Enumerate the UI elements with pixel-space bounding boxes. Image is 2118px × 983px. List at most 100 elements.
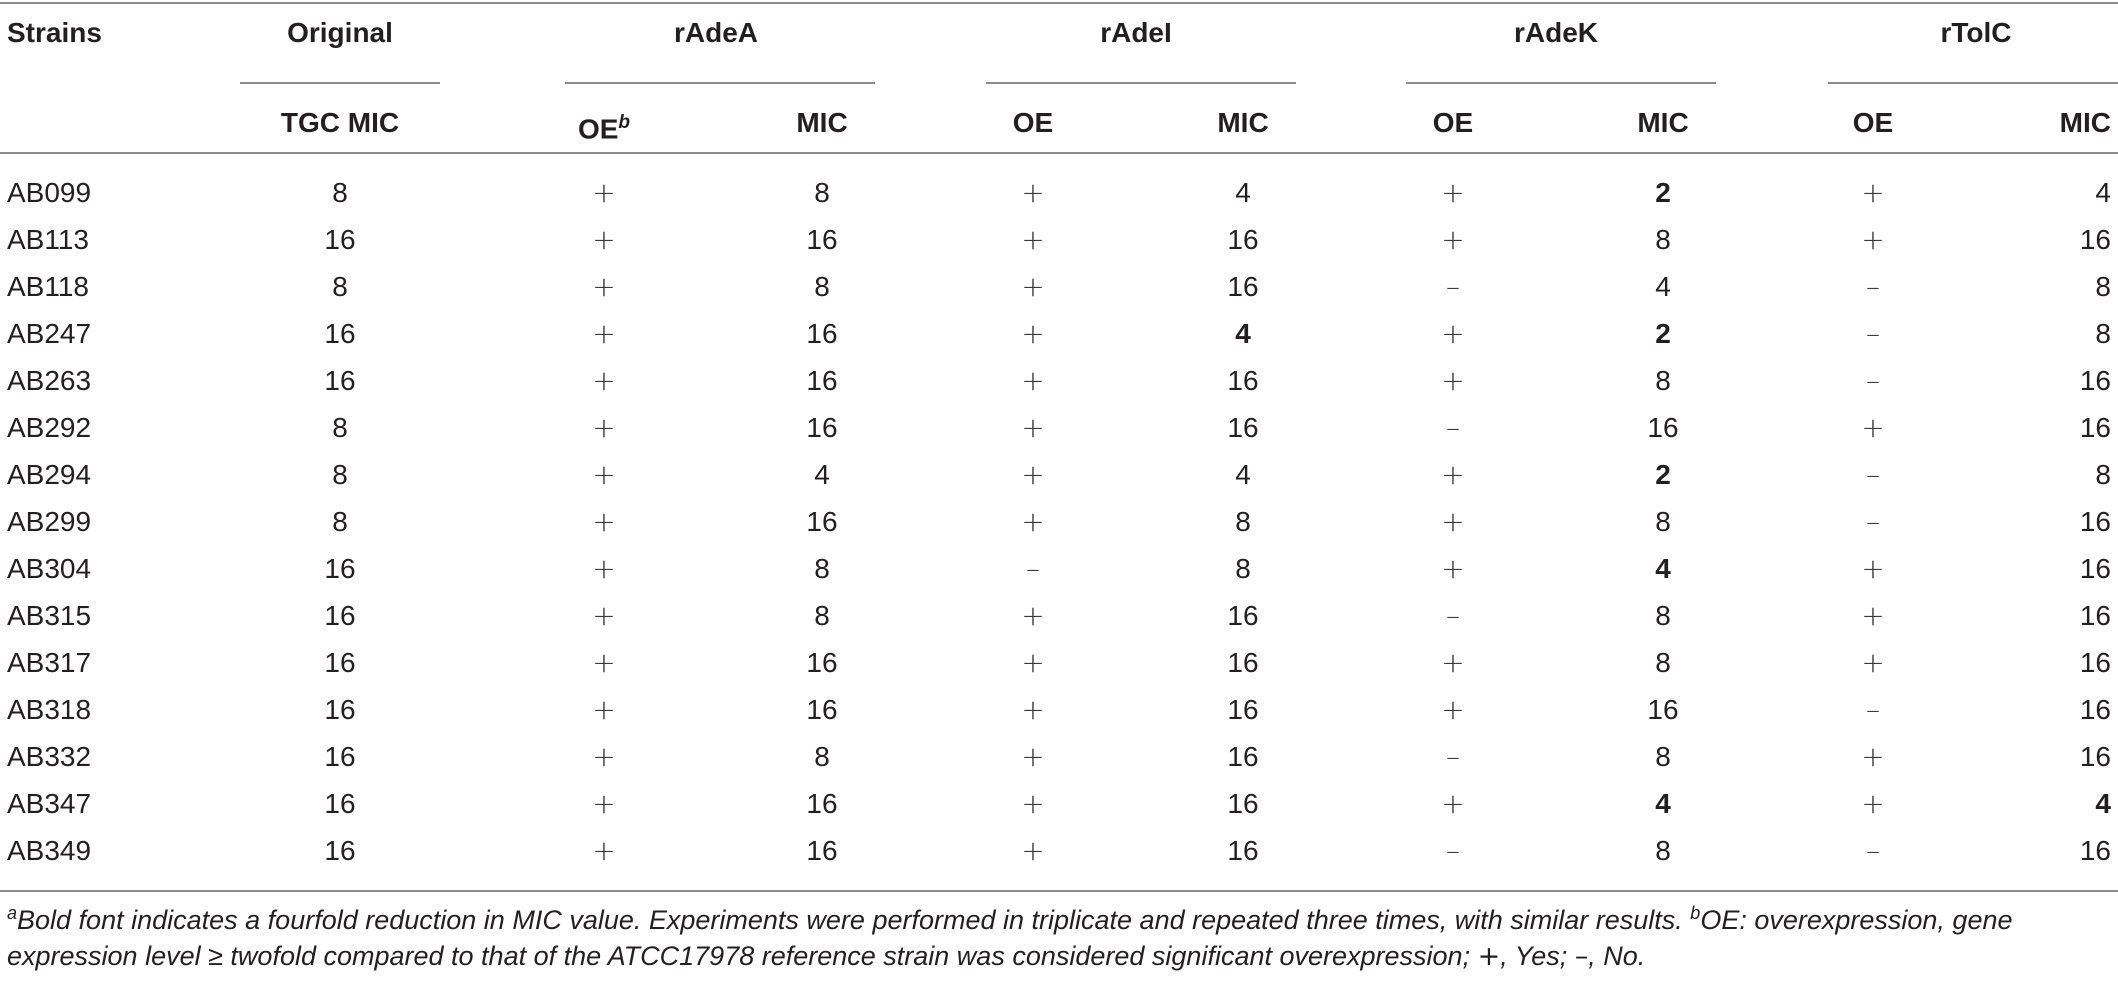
header-rtolc: rTolC <box>1940 17 2012 48</box>
cell-rtolc-oe: – <box>1866 505 1880 538</box>
cell-strain: AB304 <box>7 553 92 584</box>
cell-rtolc-oe: + <box>1861 599 1885 632</box>
footnote-b-text: OE: overexpression, gene expression leve… <box>7 905 2013 971</box>
cell-radei-mic: 16 <box>1227 224 1259 255</box>
cell-radei-oe: + <box>1021 646 1045 679</box>
table-row: AB099 8 +8 +4 +2 +4 <box>0 170 2118 217</box>
cell-radei-mic: 16 <box>1227 694 1259 725</box>
subheader-oe-footnote-marker: b <box>618 112 631 133</box>
cell-radei-oe: + <box>1021 270 1045 303</box>
cell-radea-mic: 8 <box>814 271 830 302</box>
cell-rtolc-oe: + <box>1861 223 1885 256</box>
cell-radea-mic: 16 <box>806 224 838 255</box>
cell-radei-oe: + <box>1021 223 1045 256</box>
cell-rtolc-mic: 8 <box>2095 271 2111 302</box>
cell-radek-mic: 4 <box>1655 788 1671 819</box>
cell-radea-oe: + <box>592 458 616 491</box>
cell-radei-oe: + <box>1021 364 1045 397</box>
subheader-rtolc-mic: MIC <box>2059 107 2111 138</box>
cell-strain: AB113 <box>7 224 89 255</box>
table-row: AB332 16 +8 +16 – 8 +16 <box>0 734 2118 781</box>
cell-radek-oe: + <box>1441 787 1465 820</box>
cell-radea-oe: + <box>592 787 616 820</box>
subheader-radei-mic: MIC <box>1217 107 1269 138</box>
cell-radek-mic: 8 <box>1655 741 1671 772</box>
cell-original-tgc-mic: 8 <box>332 459 348 490</box>
table-row: AB247 16 +16 +4 +2 – 8 <box>0 311 2118 358</box>
cell-rtolc-oe: – <box>1866 317 1880 350</box>
cell-strain: AB318 <box>7 694 92 725</box>
cell-original-tgc-mic: 16 <box>324 694 356 725</box>
top-rule <box>0 2 2118 4</box>
cell-radek-oe: + <box>1441 317 1465 350</box>
group-rule-radek <box>1406 82 1716 84</box>
cell-original-tgc-mic: 16 <box>324 741 356 772</box>
header-strains: Strains <box>7 17 102 48</box>
footnote-yes-text: , Yes; <box>1500 941 1575 971</box>
cell-radek-mic: 16 <box>1647 412 1679 443</box>
header-radei: rAdeI <box>1100 17 1172 48</box>
cell-strain: AB294 <box>7 459 92 490</box>
table-row: AB304 16 +8 – 8 +4 +16 <box>0 546 2118 593</box>
cell-radea-mic: 16 <box>806 788 838 819</box>
subheader-radei-oe: OE <box>1012 107 1054 138</box>
cell-radek-mic: 8 <box>1655 835 1671 866</box>
cell-strain: AB263 <box>7 365 92 396</box>
header-radea: rAdeA <box>673 17 759 48</box>
cell-radei-oe: + <box>1021 599 1045 632</box>
cell-radea-mic: 16 <box>806 647 838 678</box>
cell-rtolc-mic: 16 <box>2079 506 2111 537</box>
cell-radei-mic: 16 <box>1227 741 1259 772</box>
header-original: Original <box>287 17 393 48</box>
cell-radek-oe: + <box>1441 505 1465 538</box>
subheader-radea-oe: OEb <box>578 106 630 146</box>
cell-radea-oe: + <box>592 834 616 867</box>
cell-radek-oe: – <box>1446 599 1460 632</box>
cell-radei-mic: 16 <box>1227 600 1259 631</box>
cell-rtolc-mic: 16 <box>2079 224 2111 255</box>
cell-rtolc-oe: – <box>1866 270 1880 303</box>
cell-original-tgc-mic: 16 <box>324 788 356 819</box>
cell-radea-mic: 16 <box>806 506 838 537</box>
cell-rtolc-oe: + <box>1861 411 1885 444</box>
cell-rtolc-mic: 16 <box>2079 553 2111 584</box>
footnote-b-marker: b <box>1690 903 1701 923</box>
cell-strain: AB347 <box>7 788 92 819</box>
subheader-radek-oe: OE <box>1432 107 1474 138</box>
cell-radea-mic: 8 <box>814 741 830 772</box>
cell-strain: AB317 <box>7 647 92 678</box>
subheader-tgc-mic: TGC MIC <box>280 107 400 138</box>
bottom-rule <box>0 890 2118 892</box>
table-row: AB294 8 +4 +4 +2 – 8 <box>0 452 2118 499</box>
cell-radei-mic: 16 <box>1227 788 1259 819</box>
cell-radek-oe: + <box>1441 458 1465 491</box>
cell-radea-mic: 16 <box>806 694 838 725</box>
table-footnote: aBold font indicates a fourfold reductio… <box>7 902 2107 975</box>
cell-radek-mic: 8 <box>1655 600 1671 631</box>
cell-radek-oe: + <box>1441 646 1465 679</box>
cell-radei-mic: 16 <box>1227 835 1259 866</box>
subheader-rtolc-oe: OE <box>1852 107 1894 138</box>
table-row: AB315 16 +8 +16 – 8 +16 <box>0 593 2118 640</box>
cell-radei-mic: 8 <box>1235 506 1251 537</box>
cell-original-tgc-mic: 16 <box>324 318 356 349</box>
cell-radei-oe: + <box>1021 787 1045 820</box>
cell-strain: AB099 <box>7 177 92 208</box>
cell-radea-oe: + <box>592 223 616 256</box>
cell-radea-mic: 8 <box>814 177 830 208</box>
cell-radea-oe: + <box>592 599 616 632</box>
cell-original-tgc-mic: 16 <box>324 365 356 396</box>
cell-strain: AB118 <box>7 271 89 302</box>
cell-radea-oe: + <box>592 693 616 726</box>
cell-radei-oe: + <box>1021 693 1045 726</box>
cell-original-tgc-mic: 16 <box>324 647 356 678</box>
cell-rtolc-oe: – <box>1866 364 1880 397</box>
cell-radei-oe: – <box>1026 552 1040 585</box>
cell-radei-mic: 16 <box>1227 271 1259 302</box>
cell-original-tgc-mic: 16 <box>324 600 356 631</box>
footnote-minus-sign: – <box>1574 941 1589 972</box>
cell-strain: AB332 <box>7 741 92 772</box>
cell-radea-oe: + <box>592 646 616 679</box>
cell-rtolc-mic: 16 <box>2079 647 2111 678</box>
